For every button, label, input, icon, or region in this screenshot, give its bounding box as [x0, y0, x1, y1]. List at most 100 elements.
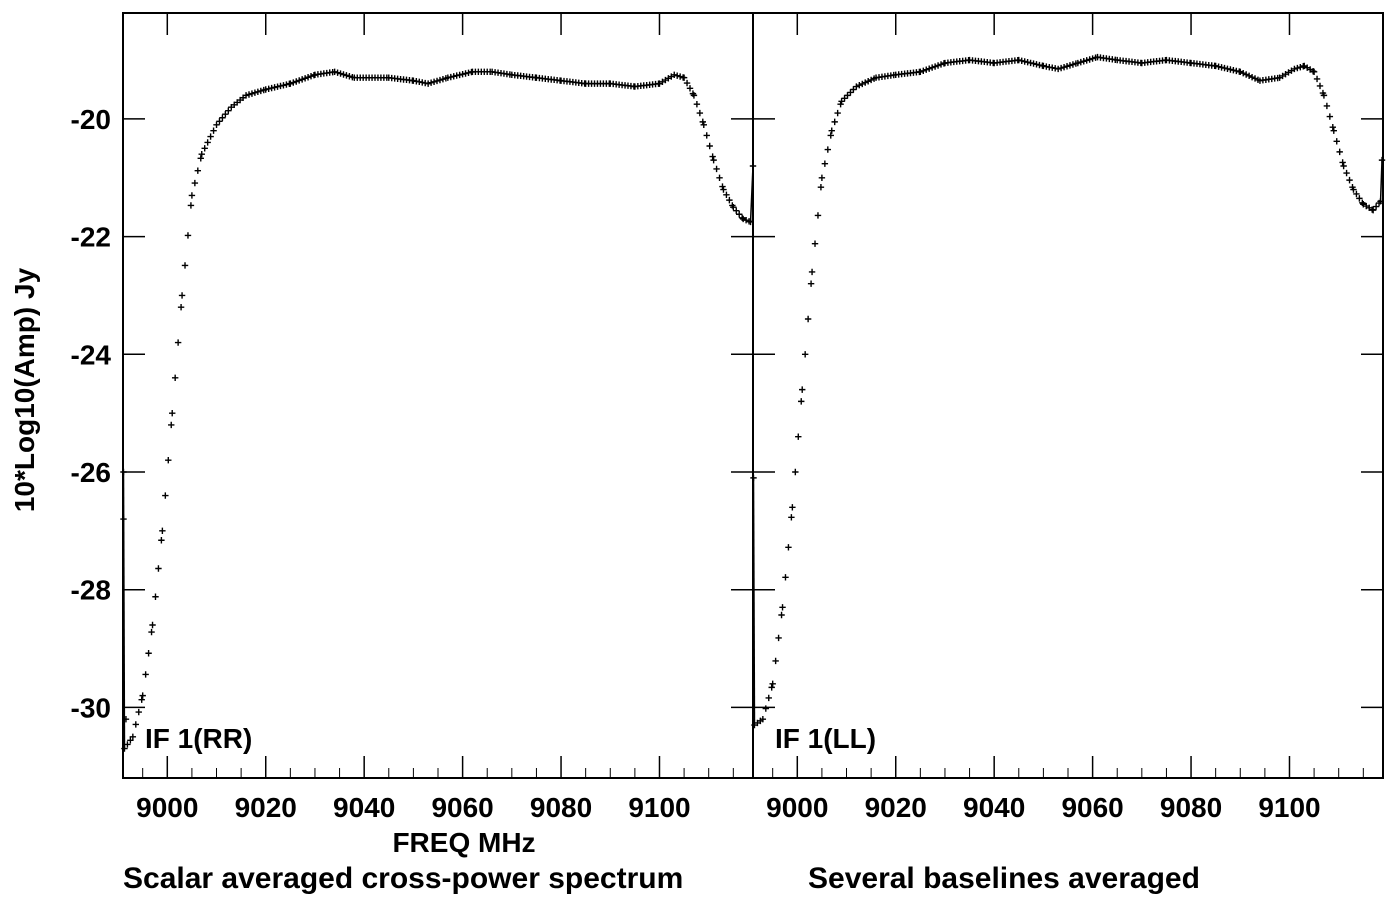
data-point [788, 514, 795, 521]
data-point [1356, 195, 1363, 202]
x-tick-label: 9100 [1258, 792, 1320, 823]
data-point [304, 74, 312, 81]
data-point [129, 733, 137, 741]
data-point [127, 737, 134, 744]
y-tick-label: -30 [71, 692, 111, 723]
data-point [181, 262, 189, 269]
data-point [804, 315, 812, 323]
data-point [1066, 62, 1074, 69]
data-point [739, 215, 747, 223]
data-point [1359, 199, 1366, 206]
data-point [772, 657, 779, 665]
data-point [293, 78, 300, 85]
data-point [1245, 72, 1253, 80]
data-point [1333, 138, 1340, 145]
data-point [1310, 68, 1318, 76]
data-point [785, 544, 792, 551]
data-point [1227, 66, 1234, 73]
data-point [148, 628, 155, 636]
data-point [1054, 65, 1062, 73]
data-point [337, 70, 344, 77]
data-point [159, 527, 166, 535]
data-point [225, 107, 232, 114]
data-point [1340, 162, 1347, 170]
data-point [1215, 63, 1222, 70]
data-point [301, 75, 309, 82]
data-point [268, 84, 275, 92]
data-point [1343, 169, 1350, 177]
data-point [1063, 63, 1071, 70]
data-point [138, 696, 145, 703]
data-point [683, 79, 691, 87]
data-point [762, 705, 769, 712]
data-point [867, 76, 875, 84]
data-point [424, 80, 432, 87]
data-point [837, 101, 844, 108]
data-point [1248, 73, 1256, 81]
data-point [686, 85, 694, 92]
data-point [171, 374, 179, 382]
data-point [204, 139, 211, 146]
y-tick-label: -20 [71, 104, 111, 135]
data-point [1336, 148, 1343, 156]
x-tick-label: 9020 [865, 792, 927, 823]
data-point [274, 83, 281, 90]
data-point [733, 207, 740, 214]
data-point [1024, 58, 1031, 66]
data-point [1291, 65, 1298, 73]
data-point [174, 339, 182, 346]
data-point [1350, 186, 1357, 193]
data-point [459, 71, 466, 78]
data-point [782, 574, 789, 581]
data-point [149, 621, 156, 629]
data-point [1323, 102, 1331, 110]
data-point [290, 79, 297, 86]
data-point [765, 694, 772, 702]
data-point [165, 457, 172, 464]
data-point [162, 492, 169, 499]
data-point [844, 92, 851, 99]
data-point [674, 72, 681, 79]
data-point [158, 537, 165, 544]
data-point [439, 76, 447, 83]
data-point [1218, 64, 1225, 71]
y-tick-label: -28 [71, 575, 111, 606]
data-point [699, 118, 706, 126]
data-point [277, 82, 284, 90]
data-point [296, 77, 303, 84]
data-point [775, 634, 782, 642]
data-spike [122, 471, 126, 749]
data-point [742, 216, 750, 224]
data-point [738, 214, 746, 221]
data-point [1369, 206, 1377, 214]
data-point [726, 196, 733, 204]
data-point [827, 132, 834, 139]
data-point [1297, 63, 1304, 71]
y-tick-label: -24 [71, 339, 112, 370]
panel-rr: 9000 9020 9040 9060 9080 9100 -20 -22 -24 -26 -28 -… [71, 12, 757, 823]
data-point [931, 63, 939, 70]
data-point [280, 82, 287, 89]
x-axis-label: FREQ MHz [392, 827, 535, 858]
data-point [124, 741, 131, 748]
data-point [1316, 82, 1324, 90]
data-point [769, 680, 776, 688]
data-point [700, 121, 707, 129]
data-point [841, 95, 848, 102]
data-point [177, 304, 185, 311]
data-point [778, 611, 785, 619]
data-point [1326, 113, 1334, 120]
data-point [720, 186, 727, 193]
x-tick-label: 9080 [1160, 792, 1222, 823]
data-point [152, 593, 159, 600]
data-point [818, 174, 826, 181]
data-point [828, 127, 835, 134]
data-point [178, 292, 186, 299]
x-tick-label: 9040 [963, 792, 1025, 823]
data-point [736, 211, 743, 218]
caption-left: Scalar averaged cross-power spectrum [123, 862, 683, 895]
data-point [197, 155, 204, 162]
data-point [1237, 68, 1244, 76]
data-point [937, 61, 945, 68]
data-point [838, 98, 845, 105]
